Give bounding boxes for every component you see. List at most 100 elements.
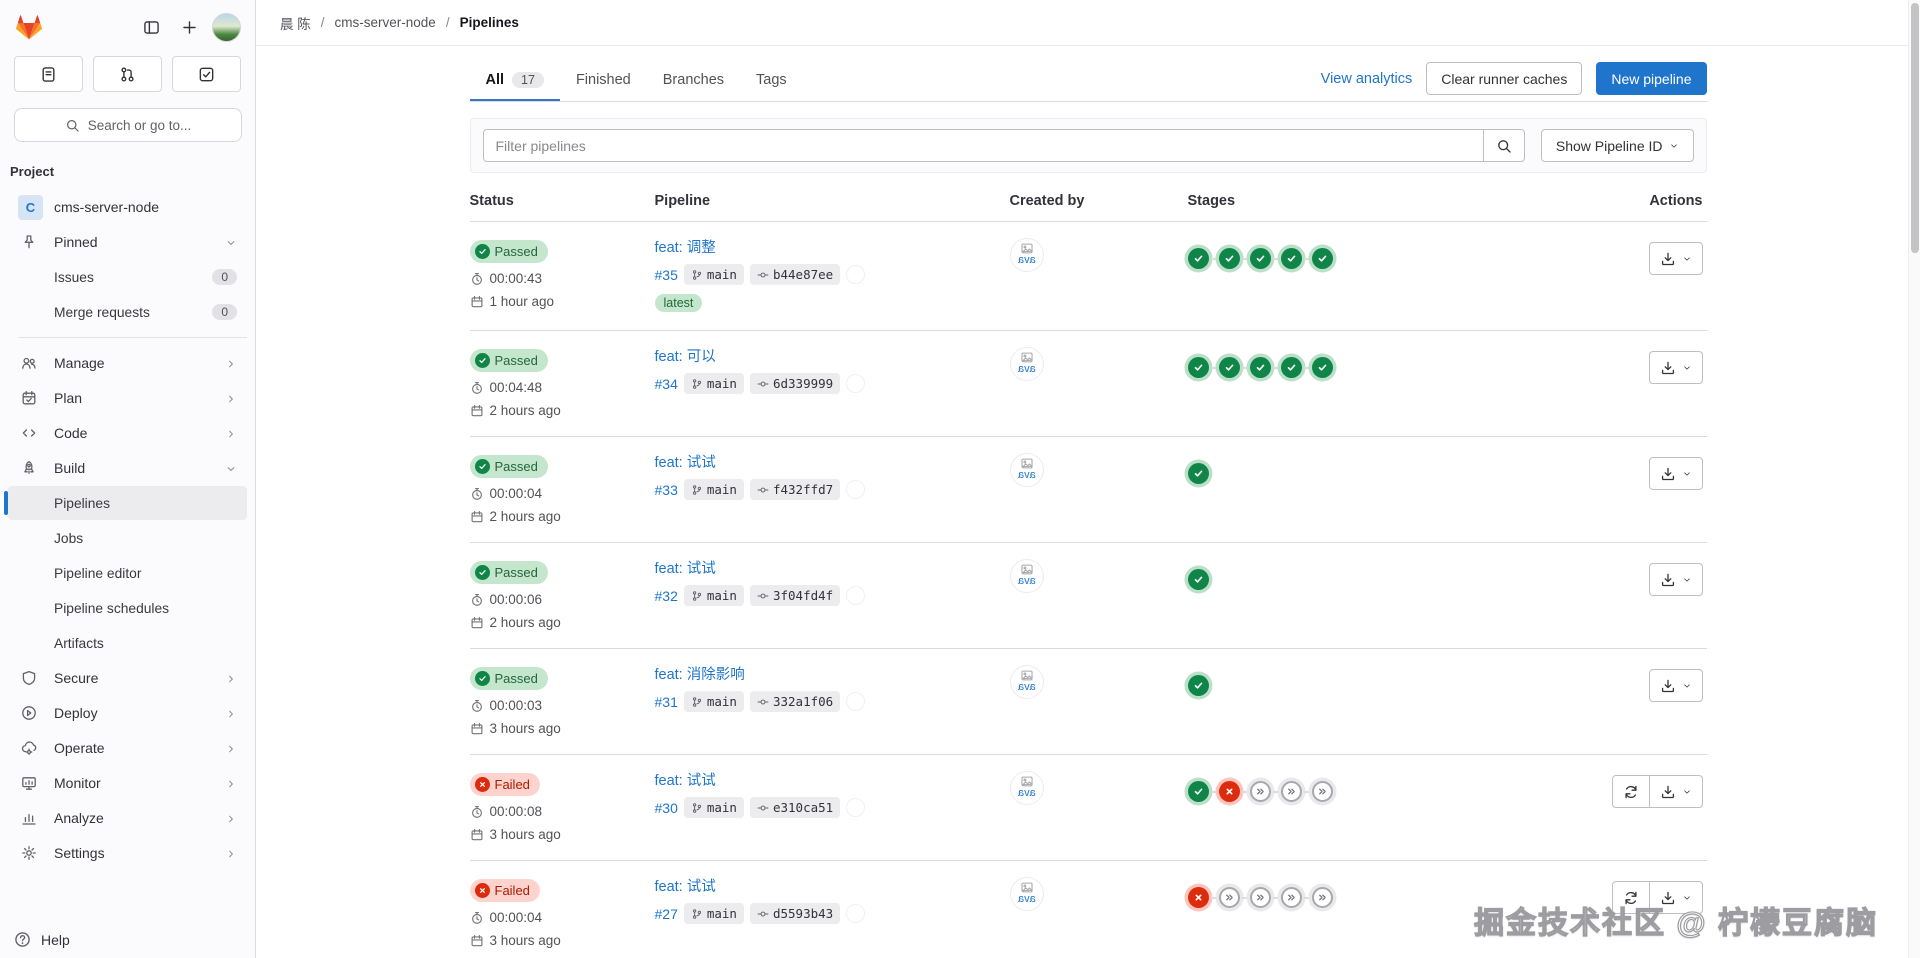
view-analytics-link[interactable]: View analytics [1320,70,1413,87]
issues-shortcut-button[interactable] [14,56,83,92]
sidebar-item-settings[interactable]: Settings [8,836,247,870]
retry-pipeline-button[interactable] [1611,775,1650,808]
stage-passed-icon[interactable] [1280,357,1302,378]
copy-commit-sha-button[interactable] [846,265,866,284]
sidebar-item-code[interactable]: Code [8,416,247,450]
creator-avatar[interactable]: ava [1009,559,1044,593]
pipeline-id-link[interactable]: #33 [654,481,678,498]
copy-commit-sha-button[interactable] [846,374,866,393]
pipeline-id-link[interactable]: #32 [654,587,678,604]
pipeline-title-link[interactable]: feat: 消除影响 [654,667,745,683]
pipeline-title-link[interactable]: feat: 可以 [654,349,716,365]
pipeline-status-badge[interactable]: Passed [469,349,548,372]
merge-requests-shortcut-button[interactable] [93,56,162,92]
stage-skipped-icon[interactable] [1311,887,1333,908]
sidebar-item-merge-requests[interactable]: Merge requests 0 [8,295,247,329]
copy-commit-sha-button[interactable] [846,586,866,605]
pipeline-title-link[interactable]: feat: 调整 [654,240,716,256]
pipeline-status-badge[interactable]: Passed [469,240,548,263]
copy-commit-sha-button[interactable] [846,798,866,817]
copy-commit-sha-button[interactable] [846,480,866,499]
branch-label[interactable]: main [683,479,744,500]
stage-passed-icon[interactable] [1187,569,1209,590]
tab-tags[interactable]: Tags [756,72,787,88]
stage-passed-icon[interactable] [1187,357,1209,378]
user-avatar[interactable] [212,12,241,42]
sidebar-item-operate[interactable]: Operate [8,731,247,765]
pipeline-status-badge[interactable]: Passed [469,455,548,478]
sidebar-item-manage[interactable]: Manage [8,346,247,380]
pipeline-id-link[interactable]: #30 [654,799,678,816]
stage-skipped-icon[interactable] [1218,887,1240,908]
stage-skipped-icon[interactable] [1249,781,1271,802]
sidebar-item-analyze[interactable]: Analyze [8,801,247,835]
sidebar-item-help[interactable]: Help [0,921,255,958]
stage-passed-icon[interactable] [1187,781,1209,802]
tab-all[interactable]: All 17 [470,62,560,101]
pipeline-status-badge[interactable]: Passed [469,667,548,690]
creator-avatar[interactable]: ava [1009,877,1044,911]
gitlab-logo[interactable] [14,13,44,41]
creator-avatar[interactable]: ava [1009,347,1044,381]
branch-label[interactable]: main [683,797,744,818]
stage-passed-icon[interactable] [1218,357,1240,378]
pipeline-id-link[interactable]: #27 [654,905,678,922]
creator-avatar[interactable]: ava [1009,665,1044,699]
creator-avatar[interactable]: ava [1009,771,1044,805]
pipeline-status-badge[interactable]: Failed [469,879,540,902]
stage-skipped-icon[interactable] [1249,887,1271,908]
sidebar-item-artifacts[interactable]: Artifacts [54,635,104,651]
commit-link[interactable]: 332a1f06 [749,691,841,712]
sidebar-item-deploy[interactable]: Deploy [8,696,247,730]
scrollbar-thumb[interactable] [1911,3,1919,253]
page-scrollbar[interactable] [1908,0,1920,958]
pipeline-id-link[interactable]: #35 [654,266,678,283]
stage-passed-icon[interactable] [1249,248,1271,269]
new-pipeline-button[interactable]: New pipeline [1596,62,1707,95]
branch-label[interactable]: main [683,585,744,606]
tab-branches[interactable]: Branches [662,72,725,88]
filter-search-button[interactable] [1482,129,1525,162]
commit-link[interactable]: 6d339999 [749,373,841,394]
copy-commit-sha-button[interactable] [846,904,866,923]
sidebar-item-issues[interactable]: Issues 0 [8,260,247,294]
sidebar-item-build[interactable]: Build [8,451,247,485]
sidebar-item-pipelines[interactable]: Pipelines [4,486,247,520]
pipeline-title-link[interactable]: feat: 试试 [654,879,716,895]
stage-passed-icon[interactable] [1187,675,1209,696]
sidebar-item-secure[interactable]: Secure [8,661,247,695]
sidebar-toggle-icon[interactable] [136,12,166,42]
todo-shortcut-button[interactable] [172,56,241,92]
tab-finished[interactable]: Finished [575,72,631,88]
branch-label[interactable]: main [683,264,744,285]
download-artifacts-button[interactable] [1648,775,1703,808]
commit-link[interactable]: e310ca51 [749,797,841,818]
pipeline-id-link[interactable]: #31 [654,693,678,710]
commit-link[interactable]: 3f04fd4f [749,585,841,606]
stage-failed-icon[interactable] [1187,887,1209,908]
sidebar-item-monitor[interactable]: Monitor [8,766,247,800]
stage-passed-icon[interactable] [1249,357,1271,378]
download-artifacts-button[interactable] [1648,669,1703,702]
branch-label[interactable]: main [683,373,744,394]
copy-commit-sha-button[interactable] [846,692,866,711]
sidebar-item-plan[interactable]: Plan [8,381,247,415]
pipeline-id-link[interactable]: #34 [654,375,678,392]
download-artifacts-button[interactable] [1648,457,1703,490]
pipeline-status-badge[interactable]: Passed [469,561,548,584]
breadcrumb-project[interactable]: cms-server-node [334,15,436,30]
creator-avatar[interactable]: ava [1009,453,1044,487]
stage-passed-icon[interactable] [1311,357,1333,378]
commit-link[interactable]: b44e87ee [749,264,841,285]
stage-failed-icon[interactable] [1218,781,1240,802]
pipeline-title-link[interactable]: feat: 试试 [654,773,716,789]
stage-skipped-icon[interactable] [1311,781,1333,802]
clear-runner-caches-button[interactable]: Clear runner caches [1426,62,1583,95]
sidebar-item-pipeline-editor[interactable]: Pipeline editor [54,565,142,581]
creator-avatar[interactable]: ava [1009,238,1044,272]
sidebar-item-jobs[interactable]: Jobs [54,530,84,546]
download-artifacts-button[interactable] [1648,563,1703,596]
stage-passed-icon[interactable] [1187,248,1209,269]
branch-label[interactable]: main [683,691,744,712]
